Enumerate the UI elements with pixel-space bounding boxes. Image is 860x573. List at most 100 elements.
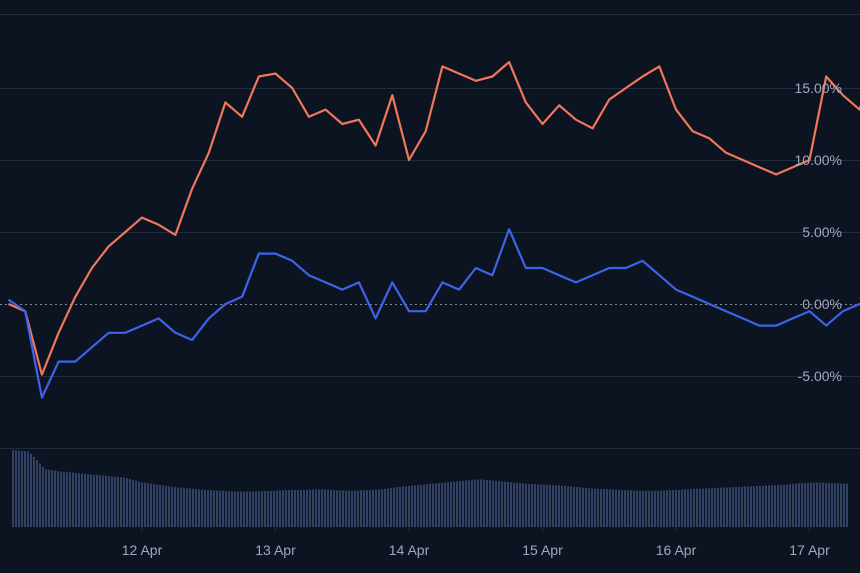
volume-bar <box>774 485 776 527</box>
volume-bar <box>378 489 380 527</box>
volume-bar <box>246 491 248 527</box>
volume-bar <box>780 484 782 527</box>
volume-bar <box>663 490 665 527</box>
volume-bar <box>276 490 278 527</box>
volume-bar <box>411 485 413 527</box>
volume-bar <box>825 482 827 527</box>
volume-bar <box>801 483 803 527</box>
volume-bar <box>171 486 173 527</box>
volume-bar <box>180 487 182 527</box>
y-tick-label: 0.00% <box>802 296 842 312</box>
volume-bar <box>156 484 158 527</box>
volume-bar <box>207 490 209 527</box>
volume-bar <box>174 487 176 527</box>
volume-bar <box>720 487 722 527</box>
volume-bar <box>399 486 401 527</box>
volume-bar <box>675 489 677 527</box>
volume-bar <box>747 486 749 527</box>
volume-bar <box>594 488 596 527</box>
volume-bar <box>645 490 647 527</box>
volume-bar <box>570 486 572 527</box>
volume-bar <box>591 488 593 527</box>
volume-bar <box>27 451 29 527</box>
volume-bar <box>84 473 86 527</box>
volume-bar <box>483 479 485 527</box>
volume-bar <box>498 481 500 527</box>
volume-bar <box>102 475 104 527</box>
volume-bar <box>759 485 761 527</box>
volume-bar <box>153 484 155 527</box>
volume-bar <box>552 485 554 527</box>
volume-bar <box>636 490 638 527</box>
volume-bar <box>72 472 74 527</box>
volume-bar <box>165 485 167 527</box>
volume-bar <box>600 488 602 527</box>
volume-bar <box>687 489 689 527</box>
volume-bar <box>297 490 299 527</box>
volume-bar <box>756 485 758 527</box>
volume-bar <box>228 491 230 527</box>
x-axis-ticks: 12 Apr 13 Apr 14 Apr 15 Apr 16 Apr 17 Apr <box>122 527 830 558</box>
volume-bar <box>345 490 347 527</box>
volume-bar <box>438 483 440 527</box>
volume-bar <box>471 479 473 527</box>
volume-bar <box>420 484 422 527</box>
volume-bar <box>267 490 269 527</box>
volume-bar <box>693 488 695 527</box>
volume-bar <box>750 486 752 527</box>
volume-bar <box>540 484 542 527</box>
volume-bar <box>54 470 56 527</box>
volume-bar <box>447 482 449 527</box>
volume-bar <box>249 491 251 527</box>
volume-bar <box>516 482 518 527</box>
volume-bar <box>573 486 575 527</box>
volume-bar <box>120 477 122 527</box>
volume-bar <box>702 488 704 527</box>
volume-bar <box>87 474 89 527</box>
volume-bar <box>807 482 809 527</box>
volume-bar <box>717 487 719 527</box>
volume-bar <box>810 482 812 527</box>
x-tick-label: 15 Apr <box>522 542 563 558</box>
volume-bar <box>348 490 350 527</box>
volume-bar <box>804 482 806 527</box>
volume-bar <box>435 483 437 527</box>
volume-bar <box>168 486 170 527</box>
volume-bar <box>603 489 605 527</box>
volume-bar <box>615 489 617 527</box>
volume-bar <box>822 482 824 527</box>
volume-bar <box>606 489 608 527</box>
volume-bar <box>132 479 134 527</box>
volume-bar <box>324 489 326 527</box>
volume-bar <box>408 485 410 527</box>
volume-bar <box>729 487 731 527</box>
volume-bar <box>819 482 821 527</box>
volume-bar <box>468 480 470 527</box>
volume-bar <box>309 489 311 527</box>
volume-bar <box>33 456 35 527</box>
volume-bar <box>846 483 848 527</box>
volume-bar <box>771 485 773 527</box>
volume-bar <box>24 451 26 527</box>
volume-bar <box>453 481 455 527</box>
volume-bar <box>366 490 368 527</box>
volume-bar <box>264 491 266 527</box>
volume-bar <box>234 491 236 527</box>
volume-bar <box>723 487 725 527</box>
volume-bar <box>351 490 353 527</box>
volume-bar <box>561 485 563 527</box>
volume-bar <box>141 482 143 527</box>
volume-bar <box>315 489 317 527</box>
volume-bar <box>90 474 92 527</box>
volume-bar <box>252 491 254 527</box>
volume-bar <box>51 470 53 527</box>
x-tick-label: 16 Apr <box>656 542 697 558</box>
volume-bar <box>708 488 710 527</box>
volume-bar <box>354 490 356 527</box>
volume-bar <box>105 475 107 527</box>
volume-bar <box>195 489 197 527</box>
volume-bar <box>303 489 305 527</box>
volume-bar <box>75 472 77 527</box>
volume-bar <box>321 489 323 527</box>
volume-bar <box>840 483 842 527</box>
